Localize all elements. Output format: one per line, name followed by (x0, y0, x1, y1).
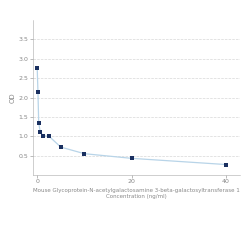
Point (37, 121, 41, 125)
Point (224, 162, 228, 166)
Point (82, 152, 86, 156)
Point (41, 134, 45, 138)
Point (47, 134, 51, 138)
Point (130, 156, 134, 160)
Point (36, 90, 40, 94)
X-axis label: Mouse Glycoprotein-N-acetylgalactosamine 3-beta-galactosyltransferase 1
Concentr: Mouse Glycoprotein-N-acetylgalactosamine… (33, 188, 240, 199)
Y-axis label: OD: OD (10, 92, 16, 103)
Point (35, 66, 39, 70)
Point (59, 145, 63, 149)
Point (38, 130, 42, 134)
